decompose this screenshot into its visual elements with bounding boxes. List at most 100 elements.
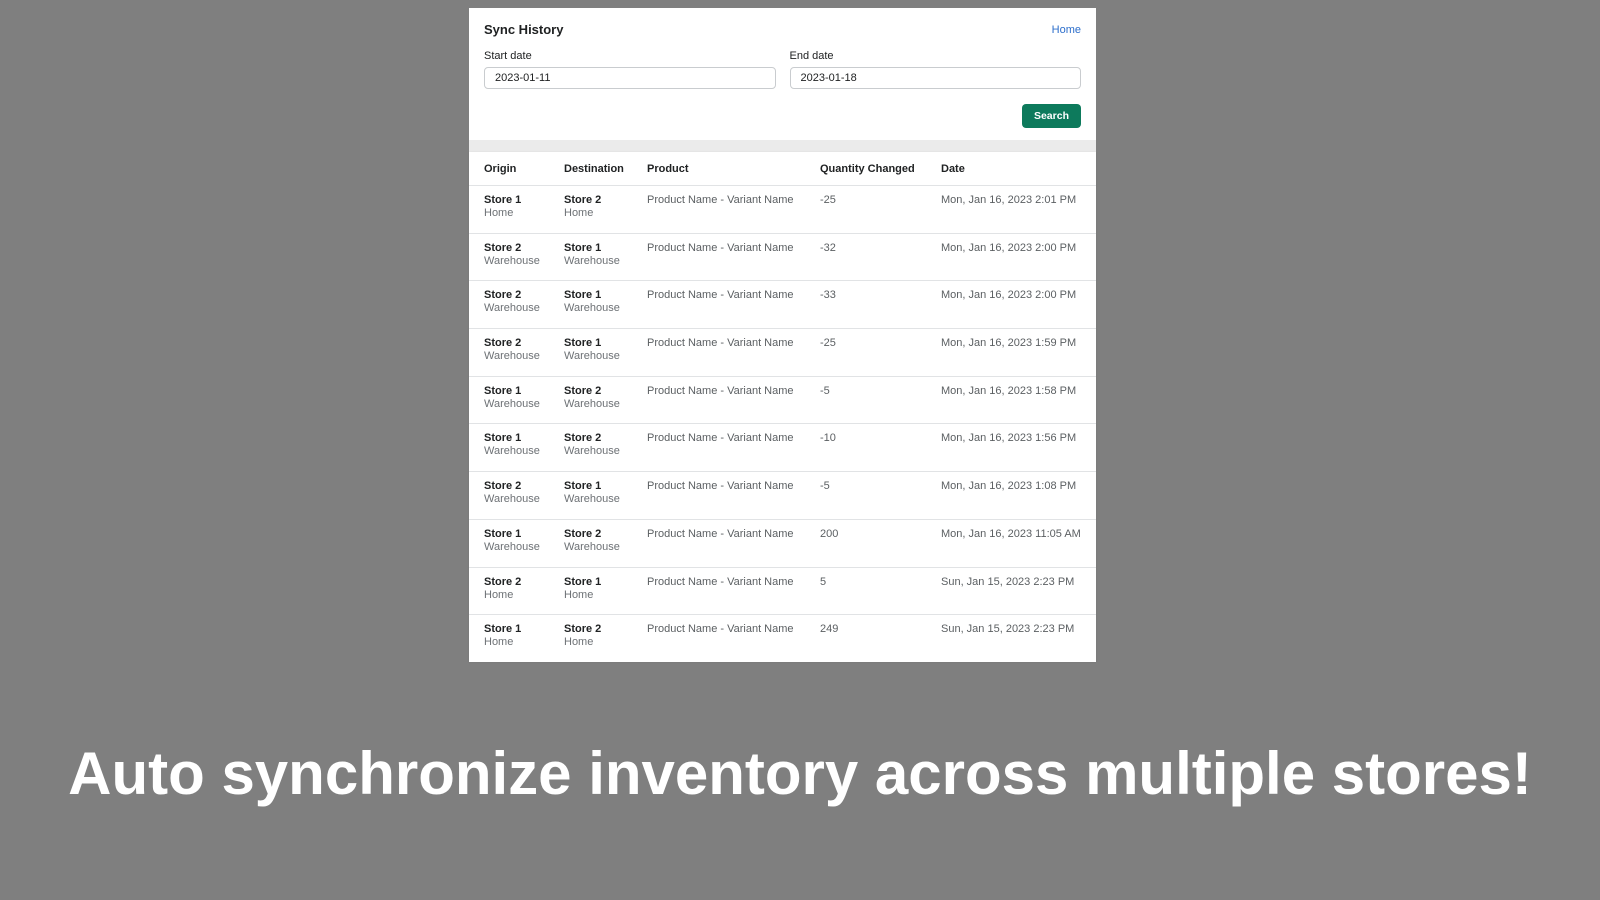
table-header: Origin Destination Product Quantity Chan… bbox=[469, 152, 1096, 185]
destination-location-label: Warehouse bbox=[564, 540, 620, 553]
quantity-changed-label: -33 bbox=[820, 289, 836, 302]
origin-location-label: Warehouse bbox=[484, 540, 540, 553]
table-row: Store 2 Warehouse Store 1 Warehouse Prod… bbox=[469, 232, 1096, 281]
destination-cell: Store 2 Home bbox=[564, 623, 647, 649]
product-label: Product Name - Variant Name bbox=[647, 384, 794, 397]
destination-location-label: Home bbox=[564, 588, 594, 601]
destination-cell: Store 1 Warehouse bbox=[564, 480, 647, 506]
start-date-field-group: Start date bbox=[484, 50, 776, 89]
quantity-changed-label: -10 bbox=[820, 432, 836, 445]
origin-cell: Store 1 Warehouse bbox=[484, 528, 564, 554]
table-row: Store 1 Home Store 2 Home Product Name -… bbox=[469, 614, 1096, 662]
date-label: Mon, Jan 16, 2023 1:58 PM bbox=[941, 384, 1077, 397]
date-label: Mon, Jan 16, 2023 2:00 PM bbox=[941, 289, 1077, 302]
destination-store-label: Store 2 bbox=[564, 623, 602, 636]
column-header-quantity-changed: Quantity Changed bbox=[820, 162, 915, 175]
quantity-changed-label: -5 bbox=[820, 384, 830, 397]
origin-cell: Store 1 Home bbox=[484, 623, 564, 649]
table-row: Store 2 Warehouse Store 1 Warehouse Prod… bbox=[469, 471, 1096, 519]
origin-cell: Store 2 Home bbox=[484, 576, 564, 602]
start-date-input[interactable] bbox=[484, 67, 776, 89]
destination-store-label: Store 2 bbox=[564, 527, 602, 540]
quantity-changed-label: 5 bbox=[820, 575, 827, 588]
product-label: Product Name - Variant Name bbox=[647, 241, 794, 254]
promo-headline: Auto synchronize inventory across multip… bbox=[68, 740, 1532, 807]
table-row: Store 1 Warehouse Store 2 Warehouse Prod… bbox=[469, 375, 1096, 424]
destination-store-label: Store 2 bbox=[564, 384, 602, 397]
table-row: Store 1 Warehouse Store 2 Warehouse Prod… bbox=[469, 423, 1096, 471]
origin-location-label: Warehouse bbox=[484, 302, 540, 315]
product-label: Product Name - Variant Name bbox=[647, 623, 794, 636]
origin-location-label: Warehouse bbox=[484, 350, 540, 363]
date-label: Sun, Jan 15, 2023 2:23 PM bbox=[941, 575, 1075, 588]
origin-cell: Store 1 Warehouse bbox=[484, 432, 564, 458]
table-row: Store 2 Home Store 1 Home Product Name -… bbox=[469, 566, 1096, 615]
product-label: Product Name - Variant Name bbox=[647, 194, 794, 206]
quantity-changed-label: 200 bbox=[820, 527, 839, 540]
search-button[interactable]: Search bbox=[1021, 104, 1081, 128]
quantity-changed-label: -32 bbox=[820, 241, 836, 254]
column-header-origin: Origin bbox=[484, 162, 517, 175]
origin-location-label: Warehouse bbox=[484, 493, 540, 506]
home-link[interactable]: Home bbox=[1051, 23, 1081, 36]
table-row: Store 1 Warehouse Store 2 Warehouse Prod… bbox=[469, 518, 1096, 567]
destination-location-label: Warehouse bbox=[564, 493, 620, 506]
table-row: Store 1 Home Store 2 Home Product Name -… bbox=[469, 185, 1096, 233]
origin-store-label: Store 2 bbox=[484, 241, 522, 254]
column-header-date: Date bbox=[941, 162, 965, 175]
date-label: Sun, Jan 15, 2023 2:23 PM bbox=[941, 623, 1075, 636]
destination-location-label: Warehouse bbox=[564, 254, 620, 267]
destination-cell: Store 2 Warehouse bbox=[564, 385, 647, 411]
end-date-input[interactable] bbox=[789, 67, 1081, 89]
origin-location-label: Warehouse bbox=[484, 397, 540, 410]
page-title: Sync History bbox=[484, 22, 564, 37]
table-body: Store 1 Home Store 2 Home Product Name -… bbox=[469, 185, 1096, 662]
start-date-label: Start date bbox=[484, 50, 532, 62]
origin-location-label: Home bbox=[484, 207, 514, 219]
destination-store-label: Store 2 bbox=[564, 194, 602, 206]
origin-store-label: Store 1 bbox=[484, 432, 522, 445]
origin-store-label: Store 2 bbox=[484, 480, 522, 493]
origin-cell: Store 2 Warehouse bbox=[484, 242, 564, 268]
end-date-label: End date bbox=[789, 50, 834, 62]
destination-location-label: Home bbox=[564, 636, 594, 649]
origin-cell: Store 2 Warehouse bbox=[484, 337, 564, 363]
destination-cell: Store 1 Warehouse bbox=[564, 337, 647, 363]
table-row: Store 2 Warehouse Store 1 Warehouse Prod… bbox=[469, 328, 1096, 376]
destination-location-label: Warehouse bbox=[564, 397, 620, 410]
date-label: Mon, Jan 16, 2023 1:08 PM bbox=[941, 480, 1077, 493]
destination-store-label: Store 1 bbox=[564, 337, 602, 350]
destination-cell: Store 2 Warehouse bbox=[564, 432, 647, 458]
destination-store-label: Store 1 bbox=[564, 575, 602, 588]
origin-store-label: Store 1 bbox=[484, 194, 522, 206]
sync-history-table-card: Origin Destination Product Quantity Chan… bbox=[469, 152, 1096, 662]
product-label: Product Name - Variant Name bbox=[647, 289, 794, 302]
origin-store-label: Store 1 bbox=[484, 527, 522, 540]
quantity-changed-label: -5 bbox=[820, 480, 830, 493]
quantity-changed-label: -25 bbox=[820, 337, 836, 350]
date-label: Mon, Jan 16, 2023 1:56 PM bbox=[941, 432, 1077, 445]
date-label: Mon, Jan 16, 2023 1:59 PM bbox=[941, 337, 1077, 350]
quantity-changed-label: 249 bbox=[820, 623, 839, 636]
title-row: Sync History Home bbox=[484, 22, 1081, 37]
origin-cell: Store 1 Home bbox=[484, 194, 564, 220]
product-label: Product Name - Variant Name bbox=[647, 527, 794, 540]
origin-location-label: Warehouse bbox=[484, 254, 540, 267]
product-label: Product Name - Variant Name bbox=[647, 480, 794, 493]
product-label: Product Name - Variant Name bbox=[647, 575, 794, 588]
quantity-changed-label: -25 bbox=[820, 194, 836, 206]
date-label: Mon, Jan 16, 2023 11:05 AM bbox=[941, 527, 1081, 540]
origin-store-label: Store 1 bbox=[484, 623, 522, 636]
sync-history-app-window: Sync History Home Start date End date Se… bbox=[469, 8, 1096, 662]
origin-store-label: Store 2 bbox=[484, 575, 522, 588]
origin-store-label: Store 1 bbox=[484, 384, 522, 397]
destination-cell: Store 1 Home bbox=[564, 576, 647, 602]
destination-location-label: Warehouse bbox=[564, 445, 620, 458]
destination-store-label: Store 2 bbox=[564, 432, 602, 445]
end-date-field-group: End date bbox=[789, 50, 1081, 89]
origin-location-label: Home bbox=[484, 588, 514, 601]
origin-cell: Store 2 Warehouse bbox=[484, 289, 564, 315]
origin-cell: Store 1 Warehouse bbox=[484, 385, 564, 411]
origin-location-label: Warehouse bbox=[484, 445, 540, 458]
product-label: Product Name - Variant Name bbox=[647, 432, 794, 445]
